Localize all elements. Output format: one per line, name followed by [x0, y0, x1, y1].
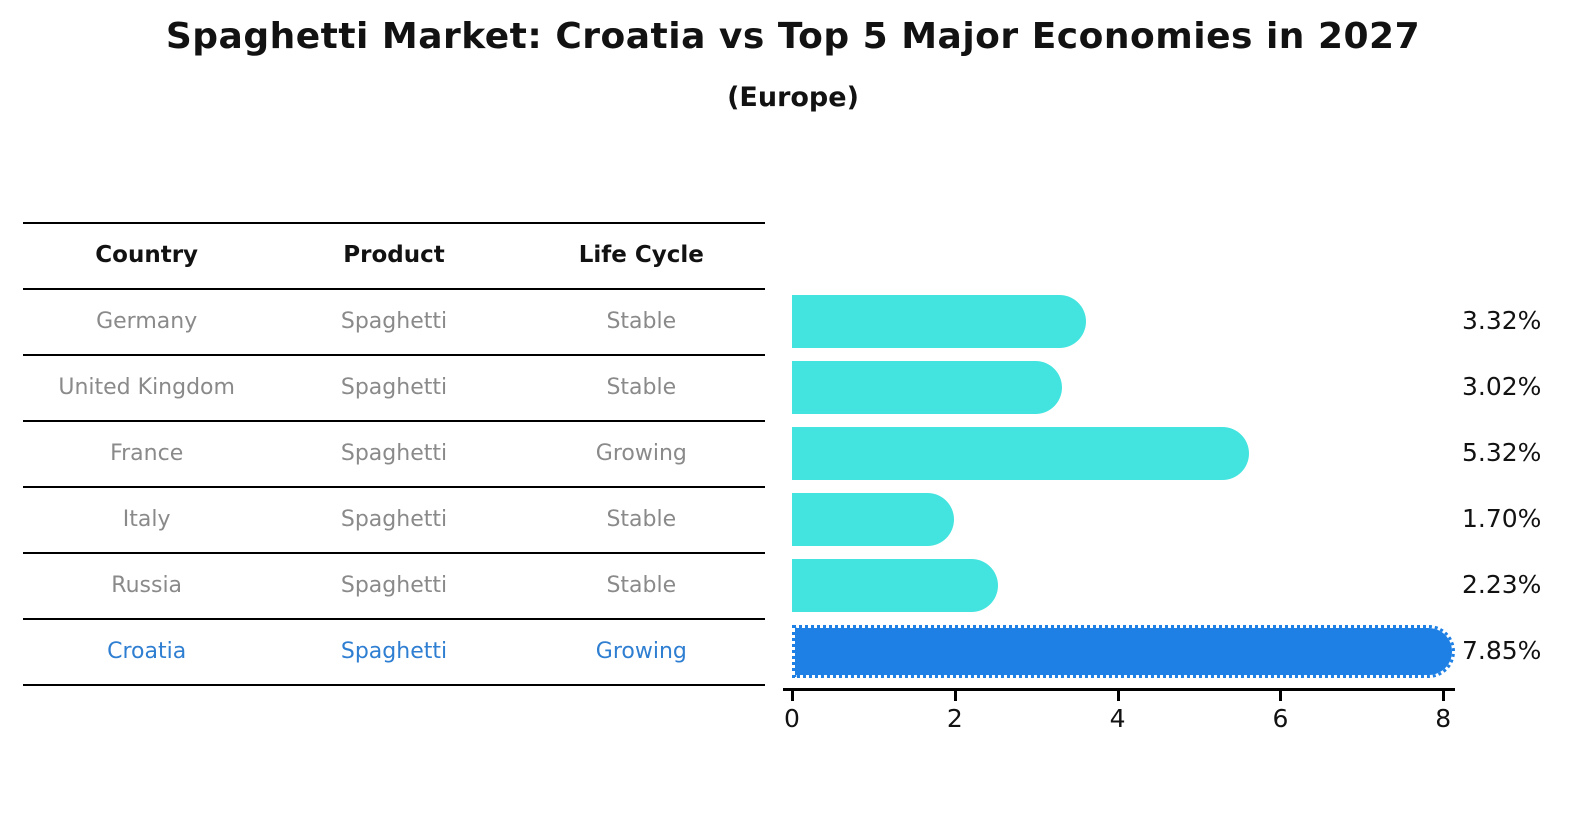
x-axis-tick-label: 8 — [1435, 704, 1452, 733]
x-axis-tick — [1116, 691, 1120, 701]
life-cycle-cell: Stable — [606, 506, 677, 532]
x-axis-tick-label: 2 — [946, 704, 963, 733]
chart-subtitle: (Europe) — [727, 82, 859, 113]
product-cell: Spaghetti — [340, 308, 448, 334]
chart-title: Spaghetti Market: Croatia vs Top 5 Major… — [165, 16, 1421, 57]
country-cell: Russia — [111, 572, 183, 598]
product-cell: Spaghetti — [340, 572, 448, 598]
value-label-italy: 1.70% — [1462, 504, 1542, 533]
product-cell: Spaghetti — [340, 374, 448, 400]
bar-france — [792, 426, 1250, 480]
country-cell: United Kingdom — [58, 374, 235, 400]
table-separator-line — [23, 552, 765, 554]
value-label-russia: 2.23% — [1462, 570, 1542, 599]
x-axis-tick — [1279, 691, 1283, 701]
table-separator-line — [23, 288, 765, 290]
bar-italy — [792, 492, 955, 546]
country-cell: Italy — [122, 506, 171, 532]
table-separator-line — [23, 684, 765, 686]
bar-russia — [792, 558, 998, 612]
x-axis-tick — [791, 691, 794, 701]
table-row-italy: Italy Spaghetti Stable — [23, 486, 765, 552]
product-cell: Spaghetti — [340, 440, 448, 466]
table-row-croatia: Croatia Spaghetti Growing — [23, 618, 765, 684]
x-axis-tick — [1442, 691, 1446, 701]
life-cycle-cell: Stable — [606, 572, 677, 598]
table-separator-line — [23, 618, 765, 620]
value-label-croatia: 7.85% — [1462, 636, 1542, 665]
value-label-united-kingdom: 3.02% — [1462, 372, 1542, 401]
bar-united-kingdom — [792, 360, 1062, 414]
table-separator-line — [23, 354, 765, 356]
table-separator-line — [23, 420, 765, 422]
country-cell: France — [110, 440, 184, 466]
x-axis-line — [783, 688, 1455, 691]
table-header-product: Product — [343, 242, 445, 268]
value-label-germany: 3.32% — [1462, 306, 1542, 335]
table-row-germany: Germany Spaghetti Stable — [23, 288, 765, 354]
table-row-france: France Spaghetti Growing — [23, 420, 765, 486]
table-header-country: Country — [95, 242, 199, 268]
product-cell: Spaghetti — [340, 638, 448, 664]
x-axis-tick-label: 0 — [784, 704, 800, 733]
country-cell: Germany — [96, 308, 198, 334]
x-axis-tick — [953, 691, 957, 701]
table-separator-line — [23, 222, 765, 224]
life-cycle-cell: Growing — [595, 638, 687, 664]
product-cell: Spaghetti — [340, 506, 448, 532]
table-header-row: Country Product Life Cycle — [23, 222, 765, 288]
table-header-life-cycle: Life Cycle — [578, 242, 704, 268]
table-row-russia: Russia Spaghetti Stable — [23, 552, 765, 618]
table-separator-line — [23, 486, 765, 488]
table-row-united-kingdom: United Kingdom Spaghetti Stable — [23, 354, 765, 420]
country-cell: Croatia — [107, 638, 187, 664]
x-axis-tick-label: 6 — [1272, 704, 1289, 733]
bar-croatia — [792, 624, 1455, 678]
value-label-france: 5.32% — [1462, 438, 1542, 467]
x-axis-tick-label: 4 — [1109, 704, 1126, 733]
life-cycle-cell: Stable — [606, 374, 677, 400]
life-cycle-cell: Stable — [606, 308, 677, 334]
life-cycle-cell: Growing — [595, 440, 687, 466]
bar-germany — [792, 294, 1087, 348]
